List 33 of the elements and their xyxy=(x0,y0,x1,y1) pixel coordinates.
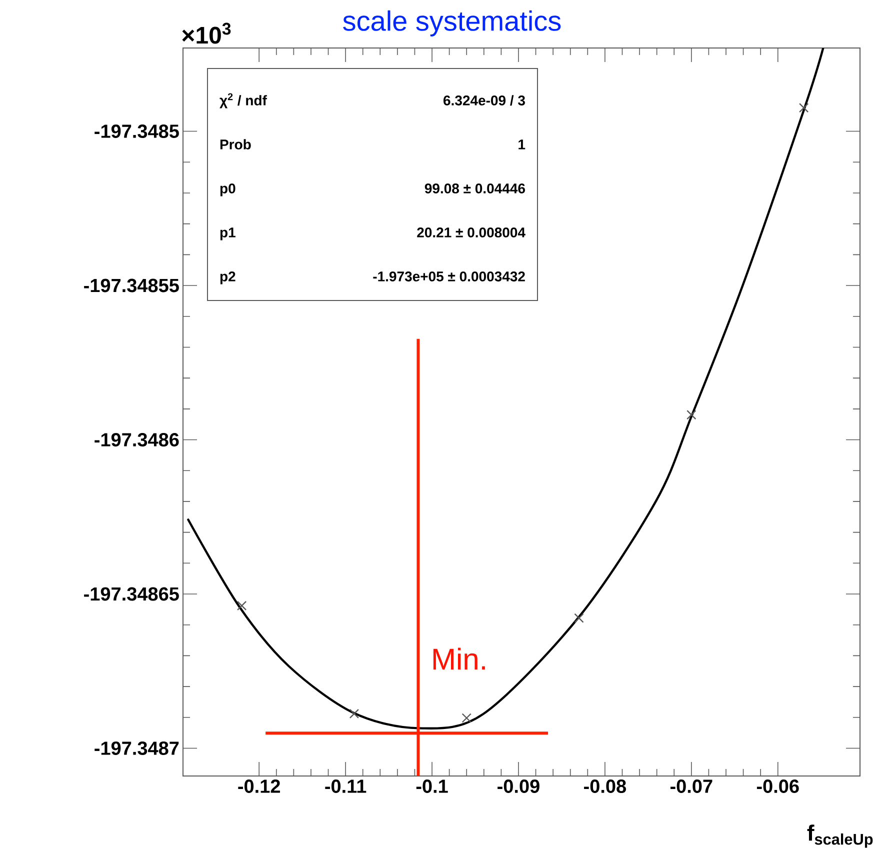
x-tick-label: -0.12 xyxy=(238,780,280,793)
annotation: Min. xyxy=(433,648,485,670)
annotation: χ$^{2}$ / ndf xyxy=(220,93,267,108)
x-tick-label: -0.06 xyxy=(756,780,799,793)
point xyxy=(349,708,360,719)
y-tick-label: -197.34865 xyxy=(84,587,179,601)
x-tick-label: -0.11 xyxy=(325,780,366,793)
y-tick-label: -197.3487 xyxy=(94,741,179,755)
line-series xyxy=(187,48,824,730)
x-tick-label: -0.07 xyxy=(670,780,712,793)
point xyxy=(686,410,696,420)
annotation: 6.324e-09 / 3 xyxy=(444,95,525,106)
annotation: 20.21 ± 0.008004 xyxy=(417,228,526,238)
chart-title: scale systematics xyxy=(343,10,561,36)
x-tick-label: -0.09 xyxy=(498,780,540,793)
x-tick-label: -0.08 xyxy=(584,780,626,793)
annotation: -1.973e+05 ± 0.0003432 xyxy=(373,272,525,282)
point xyxy=(236,600,247,611)
point xyxy=(574,613,584,623)
y-tick-label: -197.3486 xyxy=(94,433,179,447)
point xyxy=(798,102,809,113)
annotation: p0 xyxy=(220,184,236,196)
annotation: 99.08 ± 0.04446 xyxy=(424,184,525,194)
y-tick-label: -197.34855 xyxy=(84,278,179,292)
x-tick-label: -0.1 xyxy=(416,780,448,793)
annotation: p1 xyxy=(220,228,236,240)
annotation: Prob xyxy=(220,139,251,150)
text: ×10$^{3}$ xyxy=(182,22,231,44)
x-axis-title: f$_{scaleUp}$ xyxy=(807,824,873,848)
y-tick-label: -197.3485 xyxy=(94,124,179,138)
annotation: 1 xyxy=(518,140,526,150)
point xyxy=(462,713,472,723)
annotation: p2 xyxy=(220,272,236,284)
